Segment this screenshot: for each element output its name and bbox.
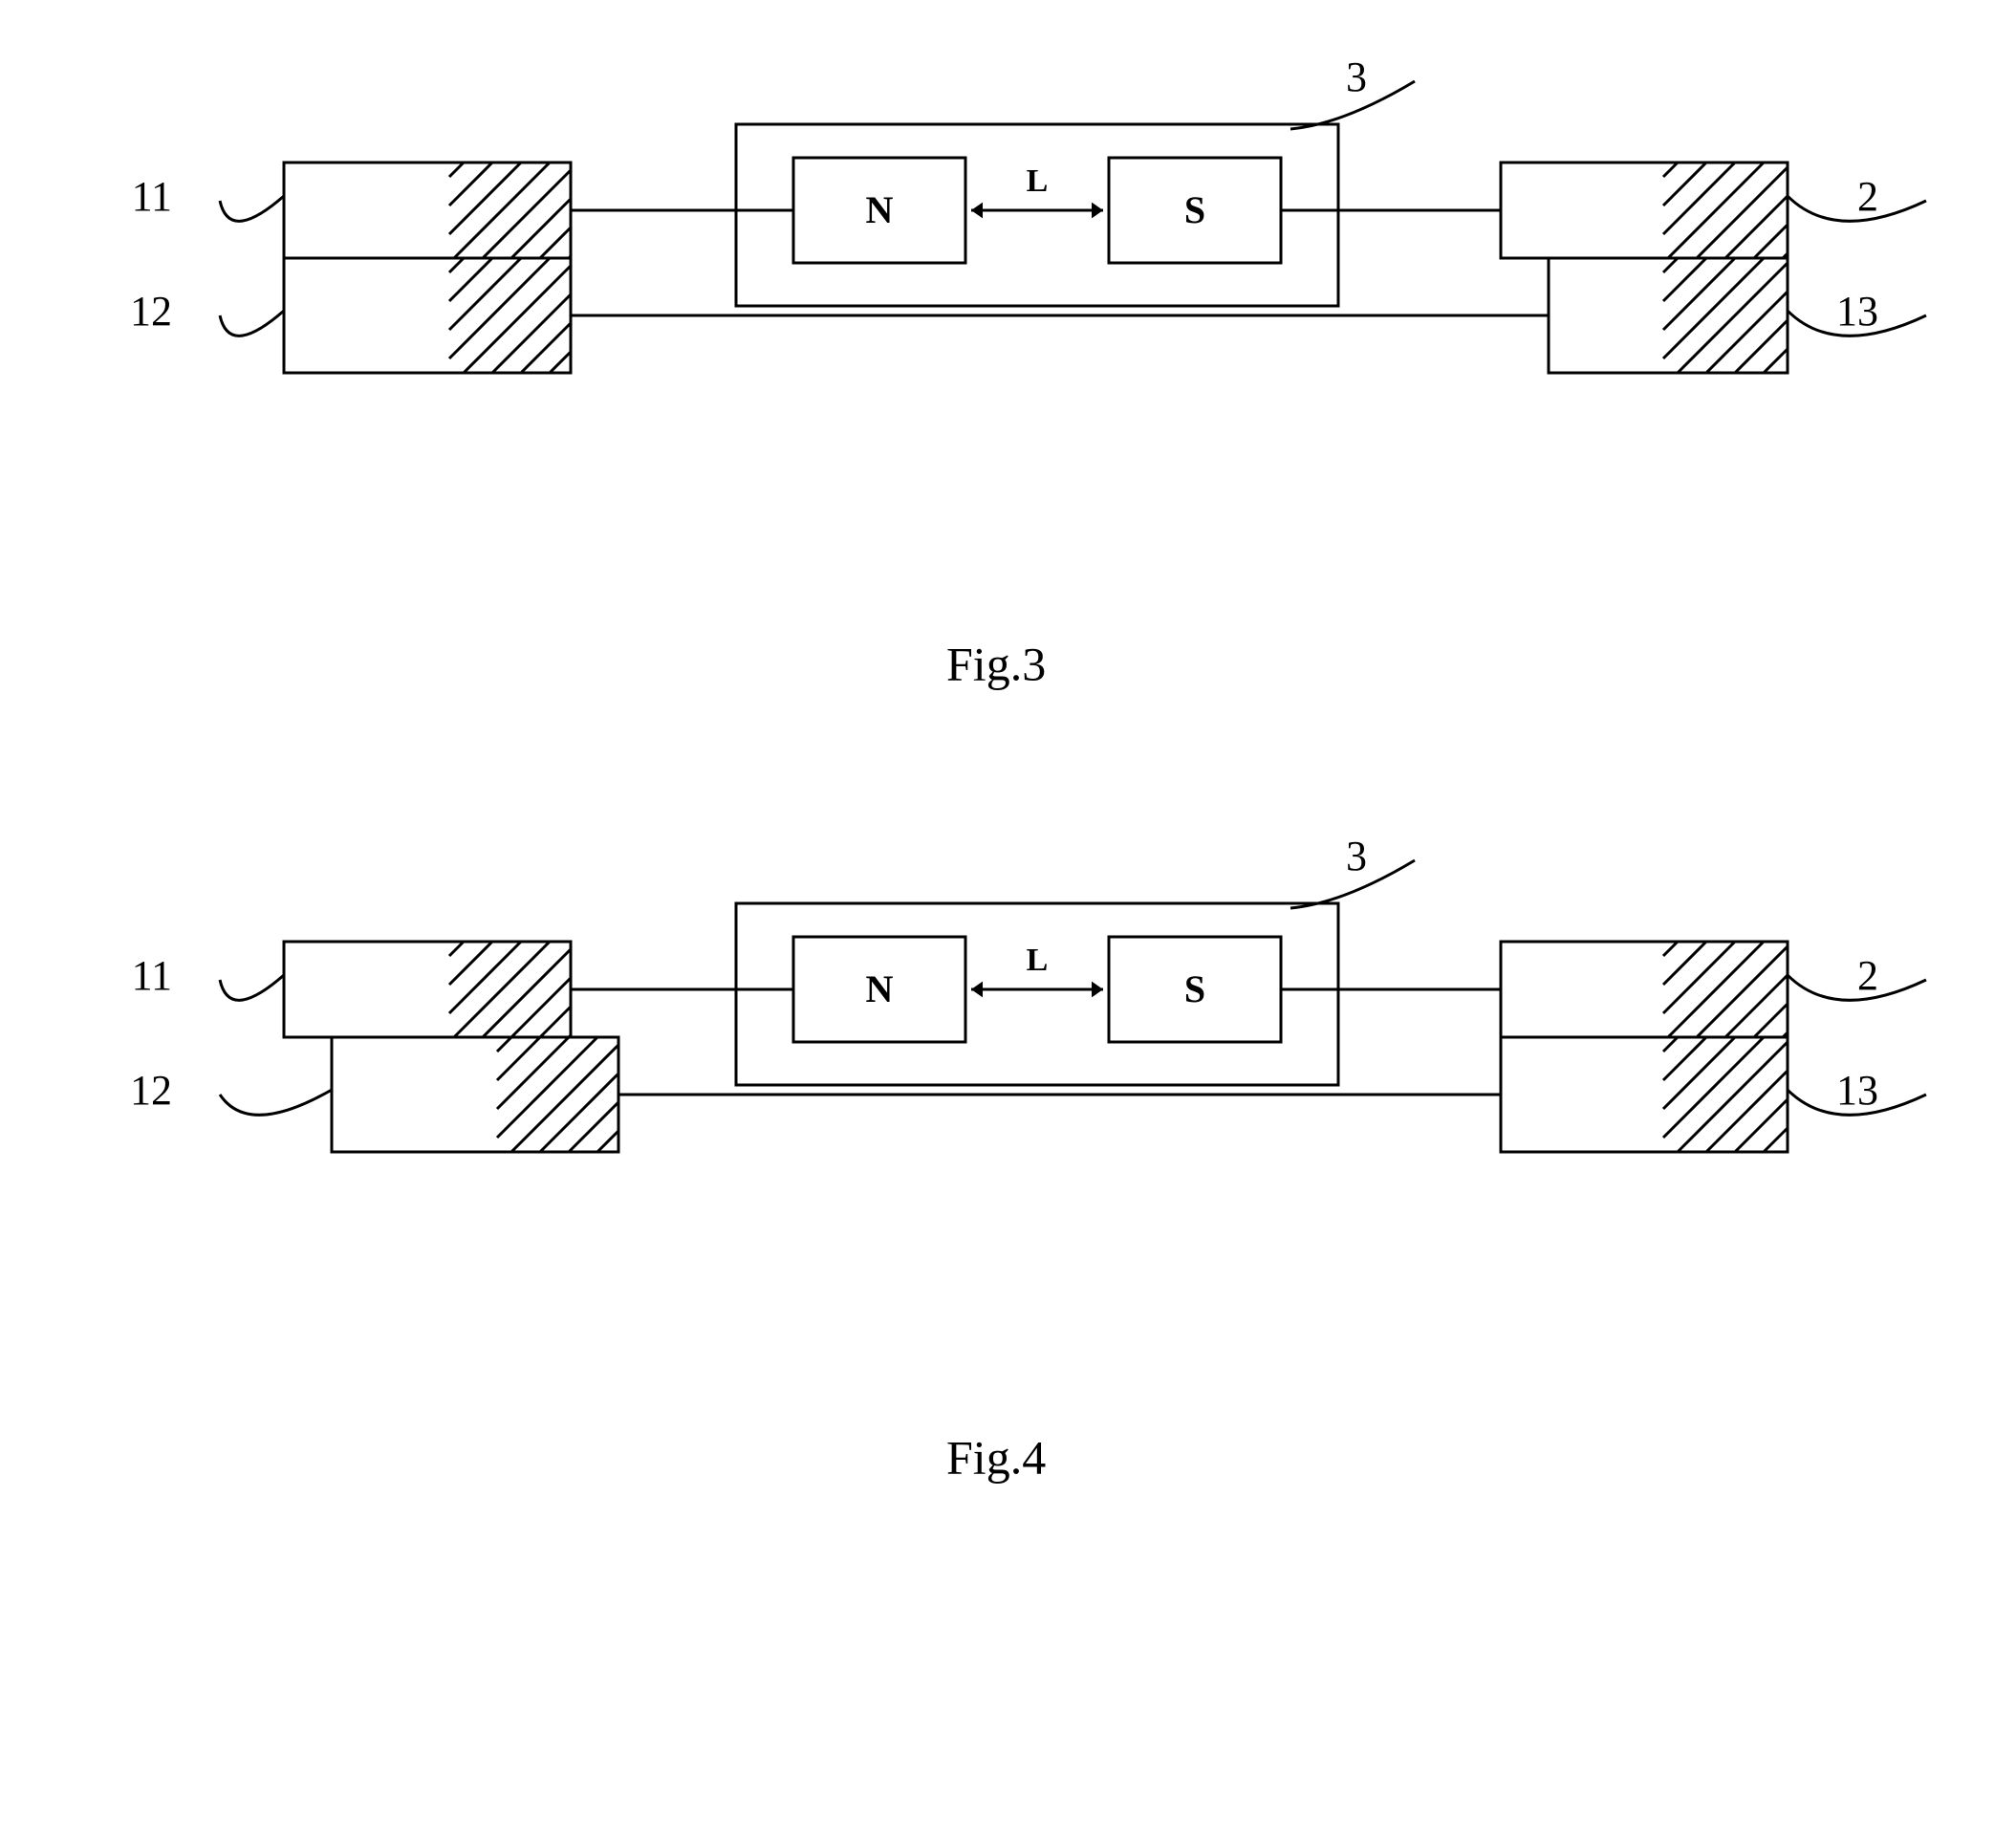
fig4-label-S: S xyxy=(1184,967,1205,1010)
fig3-top_left-hatch xyxy=(449,163,464,177)
fig3-bot_left-hatch xyxy=(521,323,571,373)
fig4-top_right-hatch xyxy=(1697,946,1788,1037)
fig4-bot_right-hatch xyxy=(1678,1042,1788,1152)
fig4-top_left-hatch xyxy=(483,949,571,1037)
ref-11: 11 xyxy=(132,173,172,220)
fig3-arrow-L-arrow-l xyxy=(971,203,983,219)
fig3-bot_left xyxy=(284,258,571,373)
fig3-top_left-hatch xyxy=(449,163,521,234)
ref-13: 13 xyxy=(1836,1067,1878,1114)
fig4-label-N: N xyxy=(866,967,894,1010)
fig4-top_right-hatch xyxy=(1668,942,1764,1037)
fig4-top_left-hatch xyxy=(449,942,521,1013)
page: N S L 11 12 3 2 13 Fig.3 N S L 11 12 3 2 13 Fig.4 xyxy=(0,0,2016,1844)
fig4-top_right-hatch xyxy=(1725,975,1788,1037)
fig4-top_left-hatch xyxy=(454,942,550,1037)
fig4-center-outer xyxy=(736,903,1338,1085)
leader-12 xyxy=(220,311,284,336)
fig4-bot_left-hatch xyxy=(597,1131,618,1152)
fig3-top_left-hatch xyxy=(483,170,571,258)
fig4-top_left-hatch xyxy=(540,1007,571,1037)
leader-11 xyxy=(220,975,284,1000)
ref-3: 3 xyxy=(1346,833,1367,879)
fig4-bot_left xyxy=(332,1037,618,1152)
fig4-arrow-L-arrow-l xyxy=(971,982,983,998)
leader-12 xyxy=(220,1090,332,1115)
fig3-label-S: S xyxy=(1184,188,1205,231)
ref-12: 12 xyxy=(130,1067,172,1114)
fig3-label-N: N xyxy=(866,188,894,231)
fig4-bot_right-hatch xyxy=(1663,1037,1764,1138)
ref-12: 12 xyxy=(130,288,172,335)
fig4-bot_right-hatch xyxy=(1764,1128,1788,1152)
fig3-bot_right-hatch xyxy=(1735,320,1788,373)
fig3-caption: Fig.3 xyxy=(946,637,1046,690)
fig4-top_left-hatch xyxy=(449,942,464,956)
fig4-top_left-hatch xyxy=(511,978,571,1037)
fig4-bot_left-hatch xyxy=(569,1102,618,1152)
fig3-arrow-L-arrow-r xyxy=(1092,203,1103,219)
fig4-bot_right-hatch xyxy=(1663,1037,1678,1052)
fig3-bot_left-hatch xyxy=(449,258,550,358)
fig4-bot_left-hatch xyxy=(497,1037,569,1109)
fig4-arrow-L-arrow-r xyxy=(1092,982,1103,998)
fig3-top_right-hatch xyxy=(1754,225,1788,258)
ref-11: 11 xyxy=(132,952,172,999)
fig3-bot_right-hatch xyxy=(1663,258,1764,358)
fig3-bot_left-hatch xyxy=(449,258,521,330)
fig3-top_left-hatch xyxy=(540,228,571,258)
fig3-top_right-hatch xyxy=(1663,163,1735,234)
fig3-bot_right-hatch xyxy=(1764,349,1788,373)
fig3-label-L: L xyxy=(1027,163,1049,199)
fig3-top_right-hatch xyxy=(1697,167,1788,258)
fig3-center-outer xyxy=(736,124,1338,306)
fig3-top_left-hatch xyxy=(511,199,571,258)
fig3-top_right-hatch xyxy=(1725,196,1788,258)
fig3-top_right-hatch xyxy=(1668,163,1764,258)
fig4-caption: Fig.4 xyxy=(946,1430,1046,1484)
fig4-top_right-hatch xyxy=(1663,942,1678,956)
ref-2: 2 xyxy=(1857,173,1878,220)
fig3-bot_right-hatch xyxy=(1663,258,1678,272)
fig4-bot_left-hatch xyxy=(497,1037,597,1138)
fig3-top_left-hatch xyxy=(454,163,550,258)
fig4-bot_left-hatch xyxy=(511,1045,618,1152)
ref-3: 3 xyxy=(1346,54,1367,100)
fig3-top_right-hatch xyxy=(1663,163,1678,177)
fig3-bot_left-hatch xyxy=(449,258,464,272)
fig4-bot_right-hatch xyxy=(1663,1037,1735,1109)
fig4-label-L: L xyxy=(1027,943,1049,978)
fig3-bot_right-hatch xyxy=(1678,263,1788,373)
ref-13: 13 xyxy=(1836,288,1878,335)
diagram-svg: N S L 11 12 3 2 13 Fig.3 N S L 11 12 3 2 13 Fig.4 xyxy=(0,0,2016,1844)
fig4-bot_left-hatch xyxy=(497,1037,511,1052)
fig4-top_right-hatch xyxy=(1754,1004,1788,1037)
fig3-bot_right-hatch xyxy=(1663,258,1735,330)
fig3-bot_left-hatch xyxy=(464,266,571,373)
ref-2: 2 xyxy=(1857,952,1878,999)
leader-11 xyxy=(220,196,284,221)
fig4-bot_right-hatch xyxy=(1735,1099,1788,1152)
fig3-bot_left-hatch xyxy=(550,352,571,373)
fig4-top_right-hatch xyxy=(1663,942,1735,1013)
